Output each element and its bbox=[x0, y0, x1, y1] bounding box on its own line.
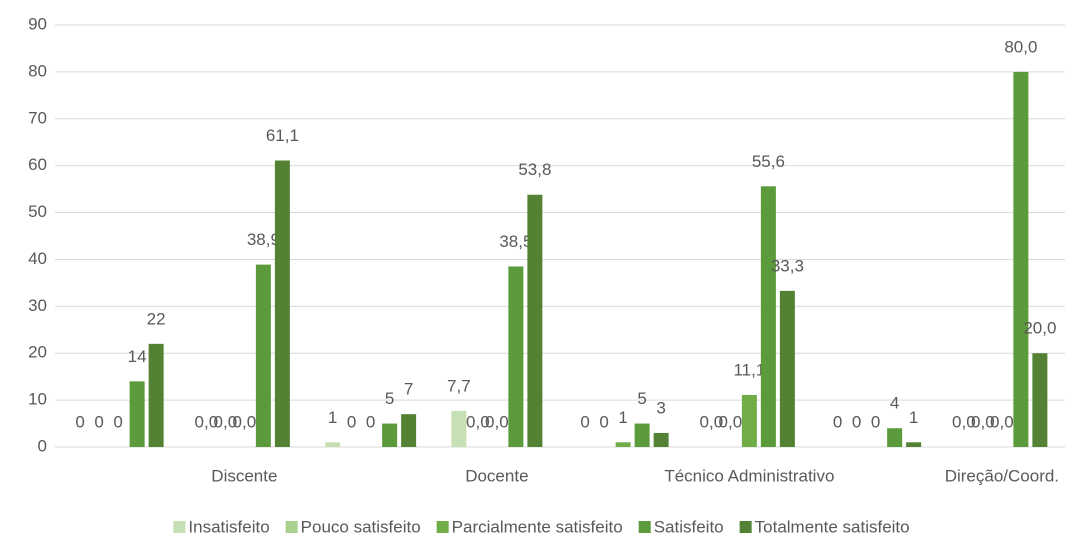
bar bbox=[148, 343, 164, 447]
data-label: 33,3 bbox=[771, 256, 804, 275]
y-tick-label: 0 bbox=[38, 436, 47, 455]
data-label: 5 bbox=[385, 389, 394, 408]
data-label: 0 bbox=[871, 412, 880, 431]
bar bbox=[615, 442, 631, 447]
data-label: 0 bbox=[113, 412, 122, 431]
x-tick-label: Técnico Administrativo bbox=[664, 466, 834, 485]
data-label: 0,0 bbox=[485, 412, 509, 431]
y-tick-label: 50 bbox=[28, 202, 47, 221]
legend-swatch bbox=[285, 521, 298, 533]
bar bbox=[906, 442, 922, 447]
bar bbox=[779, 290, 795, 447]
x-tick-label: Direção/Coord. bbox=[945, 466, 1059, 485]
y-tick-label: 90 bbox=[28, 14, 47, 33]
y-tick-label: 10 bbox=[28, 390, 47, 409]
legend-swatch bbox=[638, 521, 651, 533]
data-label: 1 bbox=[328, 408, 337, 427]
bar bbox=[382, 423, 398, 447]
data-label: 0 bbox=[94, 412, 103, 431]
data-label: 7 bbox=[404, 380, 413, 399]
data-label: 38,9 bbox=[247, 230, 280, 249]
data-label: 3 bbox=[656, 398, 665, 417]
bar bbox=[527, 194, 543, 447]
data-label: 80,0 bbox=[1004, 37, 1037, 56]
data-label: 0 bbox=[366, 412, 375, 431]
data-label: 22 bbox=[147, 309, 166, 328]
data-label: 0 bbox=[852, 412, 861, 431]
y-tick-label: 20 bbox=[28, 343, 47, 362]
data-label: 53,8 bbox=[518, 160, 551, 179]
bar bbox=[325, 442, 341, 447]
data-label: 20,0 bbox=[1023, 319, 1056, 338]
bar bbox=[760, 186, 776, 447]
data-label: 0,0 bbox=[971, 412, 995, 431]
data-label: 0 bbox=[347, 412, 356, 431]
data-label: 0 bbox=[833, 412, 842, 431]
bar bbox=[887, 428, 903, 447]
y-tick-label: 70 bbox=[28, 108, 47, 127]
data-label: 0,0 bbox=[466, 412, 490, 431]
bar bbox=[508, 266, 524, 447]
legend-swatch bbox=[173, 521, 186, 533]
bar bbox=[741, 394, 757, 447]
bar bbox=[653, 432, 669, 447]
data-label: 0 bbox=[580, 412, 589, 431]
data-label: 1 bbox=[618, 408, 627, 427]
bar bbox=[1013, 71, 1029, 447]
data-label: 55,6 bbox=[752, 152, 785, 171]
data-label: 11,1 bbox=[733, 360, 765, 379]
y-tick-label: 40 bbox=[28, 249, 47, 268]
legend-label: Parcialmente satisfeito bbox=[452, 517, 623, 536]
legend-label: Totalmente satisfeito bbox=[755, 517, 910, 536]
bar bbox=[274, 160, 290, 447]
y-tick-label: 30 bbox=[28, 296, 47, 315]
bar bbox=[634, 423, 650, 447]
data-label: 0,0 bbox=[195, 412, 219, 431]
x-tick-label: Discente bbox=[211, 466, 277, 485]
bar bbox=[1032, 353, 1048, 447]
y-tick-label: 60 bbox=[28, 155, 47, 174]
data-label: 0 bbox=[599, 412, 608, 431]
legend-label: Satisfeito bbox=[654, 517, 724, 536]
bar bbox=[401, 414, 417, 447]
bar bbox=[129, 381, 145, 447]
data-label: 0,0 bbox=[952, 412, 976, 431]
data-label: 14 bbox=[128, 347, 147, 366]
legend-label: Insatisfeito bbox=[188, 517, 269, 536]
data-label: 1 bbox=[909, 408, 918, 427]
data-label: 0,0 bbox=[700, 412, 724, 431]
data-label: 5 bbox=[637, 389, 646, 408]
x-tick-label: Docente bbox=[465, 466, 528, 485]
data-label: 0,0 bbox=[214, 412, 238, 431]
legend-swatch bbox=[436, 521, 449, 533]
data-label: 7,7 bbox=[447, 376, 471, 395]
data-label: 0 bbox=[75, 412, 84, 431]
data-label: 0,0 bbox=[719, 412, 743, 431]
bar bbox=[255, 264, 271, 447]
data-label: 4 bbox=[890, 394, 899, 413]
legend-label: Pouco satisfeito bbox=[301, 517, 421, 536]
data-label: 0,0 bbox=[990, 412, 1014, 431]
data-label: 61,1 bbox=[266, 126, 299, 145]
legend-swatch bbox=[739, 521, 752, 533]
bar bbox=[451, 410, 467, 447]
data-label: 38,5 bbox=[499, 232, 532, 251]
y-tick-label: 80 bbox=[28, 61, 47, 80]
data-label: 0,0 bbox=[233, 412, 257, 431]
